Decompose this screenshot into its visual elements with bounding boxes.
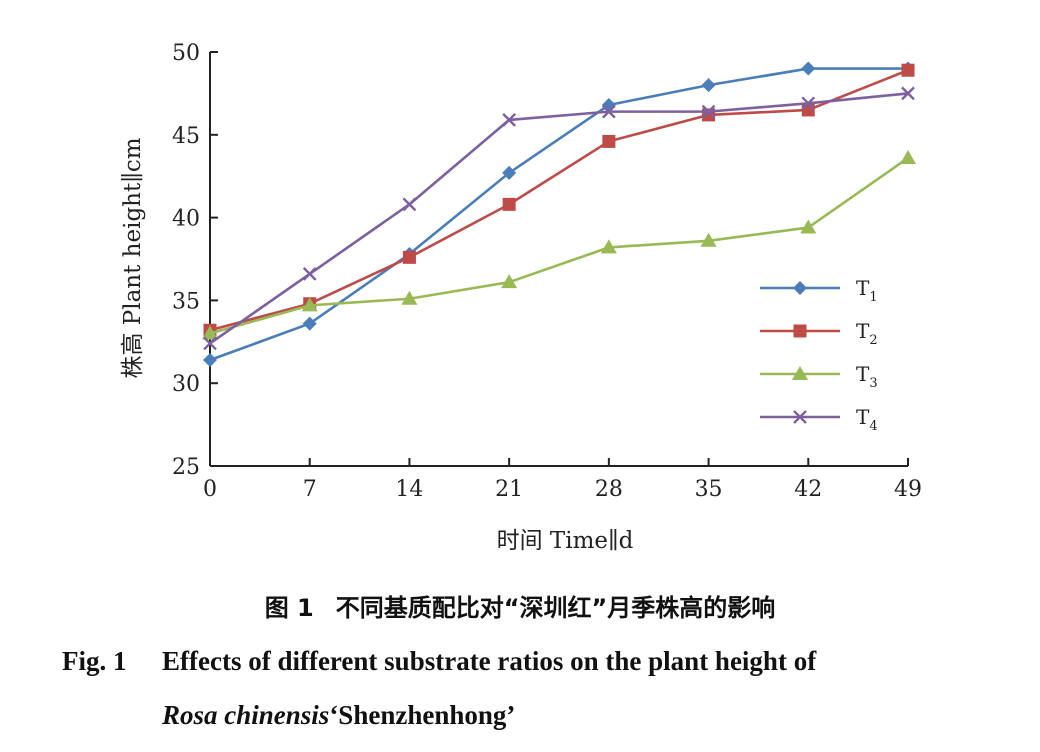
figure-title-en: Effects of different substrate ratios on…	[162, 646, 817, 676]
data-point	[502, 197, 516, 211]
x-tick-label: 14	[395, 477, 423, 502]
data-point	[401, 290, 418, 305]
cultivar-name: ‘Shenzhenhong’	[329, 700, 516, 730]
series-t3	[202, 149, 916, 340]
x-marker-stroke	[203, 336, 217, 351]
data-point	[700, 232, 717, 247]
series-line	[209, 67, 908, 362]
data-point	[402, 250, 416, 264]
axes	[209, 52, 908, 467]
series-line	[209, 69, 909, 332]
data-point	[901, 86, 915, 101]
series-t4	[203, 86, 915, 351]
legend: T1 T2 T3 T4	[760, 276, 878, 434]
series-layer	[202, 61, 916, 368]
data-point	[502, 165, 517, 180]
y-tick-label: 50	[172, 41, 200, 66]
legend-label: T1	[856, 276, 878, 305]
x-marker-stroke	[502, 113, 516, 127]
figure-number-cn: 图 1	[264, 594, 314, 622]
figure-caption-en-line1: Fig. 1 Effects of different substrate rat…	[62, 646, 1022, 677]
data-point	[302, 316, 317, 331]
x-marker-stroke	[602, 104, 616, 119]
data-point	[600, 239, 617, 254]
x-tick-label: 0	[203, 477, 217, 502]
data-point	[801, 61, 816, 76]
legend-subscript: 2	[869, 333, 877, 348]
y-tick-label: 30	[172, 372, 200, 397]
data-point	[701, 78, 716, 93]
legend-subscript: 3	[869, 376, 877, 391]
legend-label: T2	[856, 319, 878, 348]
data-point	[301, 297, 318, 312]
x-marker-stroke	[701, 104, 716, 119]
figure-caption-cn: 图 1 不同基质配比对“深圳红”月季株高的影响	[0, 588, 1040, 623]
data-point	[792, 366, 808, 380]
legend-item-t2: T2	[760, 319, 878, 348]
x-tick-label: 28	[595, 477, 623, 502]
data-point	[302, 267, 317, 281]
series-t1	[203, 61, 915, 368]
x-tick-label: 7	[303, 477, 317, 502]
y-tick-label: 40	[172, 207, 200, 232]
legend-label: T4	[856, 405, 878, 434]
y-tick-label: 35	[172, 289, 200, 314]
data-point	[793, 281, 807, 295]
data-point	[801, 103, 815, 117]
data-point	[793, 324, 807, 338]
legend-item-t3: T3	[760, 362, 878, 391]
data-point	[801, 96, 816, 111]
x-tick-label: 21	[495, 477, 523, 502]
data-point	[203, 336, 217, 351]
legend-item-t4: T4	[760, 405, 878, 434]
data-point	[793, 410, 807, 424]
data-point	[900, 149, 916, 164]
series-line	[209, 92, 909, 345]
data-point	[202, 325, 218, 340]
legend-label: T3	[856, 362, 878, 391]
legend-subscript: 4	[869, 419, 877, 434]
figure-caption-en-line2: Rosa chinensis‘Shenzhenhong’	[162, 700, 1040, 731]
figure-title-cn: 不同基质配比对“深圳红”月季株高的影响	[335, 594, 776, 622]
y-axis-title: 株高 Plant height∥cm	[120, 137, 146, 378]
legend-subscript: 1	[869, 290, 877, 305]
y-ticks: 25 30 35 40 45 50	[172, 41, 218, 480]
data-point	[502, 113, 516, 127]
x-tick-label: 35	[695, 477, 723, 502]
data-point	[602, 134, 616, 148]
x-axis-title: 时间 Time∥d	[497, 528, 634, 554]
figure-number-en: Fig. 1	[62, 646, 127, 676]
data-point	[203, 353, 217, 368]
data-point	[901, 63, 915, 77]
x-marker-stroke	[901, 86, 915, 101]
x-ticks: 0 7 14 21 28 35 42 49	[203, 458, 922, 502]
x-marker-stroke	[793, 410, 807, 424]
data-point	[501, 274, 518, 289]
legend-item-t1: T1	[760, 276, 878, 305]
data-point	[800, 219, 817, 234]
x-marker-stroke	[302, 267, 317, 281]
y-tick-label: 25	[172, 455, 200, 480]
data-point	[602, 104, 616, 119]
data-point	[402, 197, 417, 212]
data-point	[701, 104, 716, 119]
x-tick-label: 42	[794, 477, 822, 502]
x-tick-label: 49	[894, 477, 922, 502]
y-tick-label: 45	[172, 124, 200, 149]
x-marker-stroke	[402, 197, 417, 212]
series-line	[209, 156, 909, 335]
x-marker-stroke	[801, 96, 816, 111]
species-name: Rosa chinensis	[162, 700, 330, 730]
